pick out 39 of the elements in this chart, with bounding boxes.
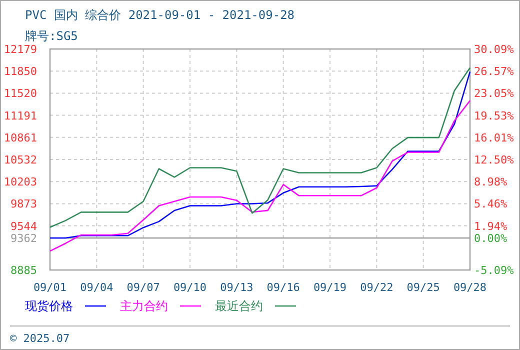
y-tick-label: 11850 [4, 65, 37, 78]
y2-tick-label: 1.94% [474, 220, 508, 233]
x-tick-label: 09/13 [220, 281, 254, 294]
x-tick-label: 09/25 [406, 281, 440, 294]
y2-tick-label: 16.01% [474, 131, 514, 144]
x-tick-label: 09/01 [33, 281, 67, 294]
y2-tick-label: 30.09% [474, 43, 514, 56]
x-tick-label: 09/22 [360, 281, 394, 294]
chart-subtitle: 牌号:SG5 [25, 29, 78, 43]
y2-tick-label: 5.46% [474, 198, 508, 211]
y-tick-label: 12179 [4, 43, 37, 56]
x-tick-label: 09/10 [173, 281, 207, 294]
x-tick-label: 09/16 [266, 281, 300, 294]
x-tick-label: 09/07 [126, 281, 160, 294]
y2-tick-label: -5.09% [474, 264, 514, 277]
y2-tick-label: 23.05% [474, 87, 514, 100]
legend-label: 最近合约 [215, 299, 263, 313]
y2-tick-label: 26.57% [474, 65, 514, 78]
y-tick-label: 10203 [4, 176, 37, 189]
x-tick-label: 09/19 [313, 281, 347, 294]
y-tick-label: 11520 [4, 87, 37, 100]
y-tick-label: 8885 [10, 264, 37, 277]
y-tick-label: 9873 [10, 198, 37, 211]
legend-label: 现货价格 [25, 299, 73, 313]
y-tick-label: 10532 [4, 154, 37, 166]
legend-label: 主力合约 [120, 299, 168, 313]
y2-tick-label: 0.00% [474, 232, 508, 246]
x-tick-label: 09/04 [80, 281, 114, 294]
line-series [49, 100, 471, 252]
y-tick-label: 9362 [10, 232, 37, 245]
y-tick-label: 10861 [4, 131, 37, 144]
y2-tick-label: 8.98% [474, 176, 508, 189]
y-tick-label: 11191 [4, 109, 37, 122]
text: © 2025.07 [10, 332, 70, 345]
x-tick-label: 09/28 [453, 281, 487, 294]
y2-tick-label: 19.53% [474, 109, 514, 122]
chart-title: PVC 国内 综合价 2021-09-01 - 2021-09-28 [25, 8, 295, 22]
y-tick-label: 9544 [10, 220, 38, 233]
y2-tick-label: 12.50% [474, 154, 514, 166]
